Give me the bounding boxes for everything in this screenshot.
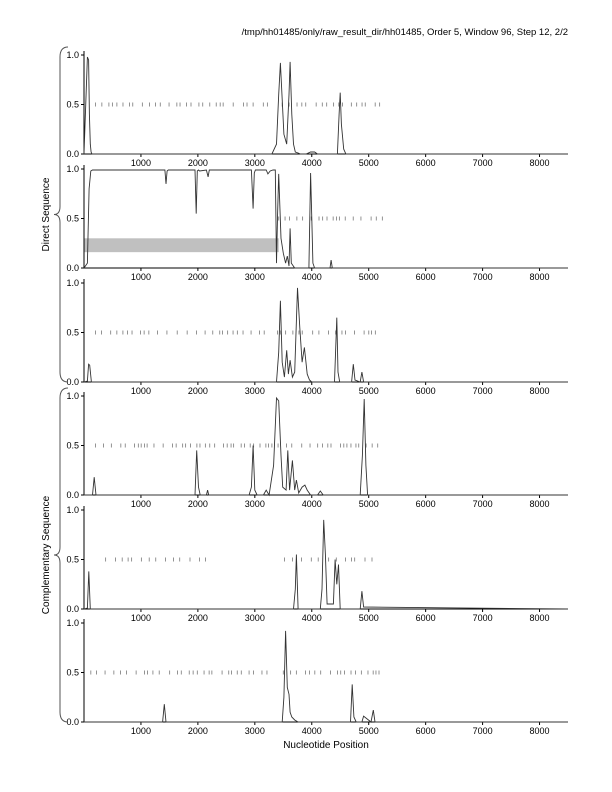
- panel-3: 0.0 0.5 1.0 1000 2000 3000 4000 5000 6000 7000 800…: [66, 278, 568, 396]
- panel-2: 0.0 0.5 1.0 1000 2000 3000 4000 5000 6000 7000 800…: [66, 164, 568, 282]
- series-line-1: [84, 396, 568, 497]
- x-tick-label: 7000: [473, 386, 493, 396]
- y-tick-label: 0.5: [66, 668, 79, 678]
- x-tick-label: 4000: [302, 499, 322, 509]
- x-tick-label: 2000: [188, 386, 208, 396]
- x-tick-label: 2000: [188, 726, 208, 736]
- y-tick-label: 0.0: [66, 377, 79, 387]
- group-brace: [53, 387, 69, 723]
- figure-header: /tmp/hh01485/only/raw_result_dir/hh01485…: [241, 27, 568, 38]
- x-tick-label: 3000: [245, 386, 265, 396]
- x-tick-label: 1000: [131, 386, 151, 396]
- y-tick-label: 0.0: [66, 263, 79, 273]
- x-tick-label: 4000: [302, 386, 322, 396]
- y-tick-label: 0.0: [66, 604, 79, 614]
- series-line-1: [83, 519, 569, 610]
- x-tick-label: 8000: [530, 158, 550, 168]
- x-tick-label: 4000: [302, 726, 322, 736]
- x-tick-label: 2000: [188, 158, 208, 168]
- series-line-1: [83, 56, 568, 155]
- x-tick-label: 5000: [359, 613, 379, 623]
- x-tick-label: 2000: [188, 272, 208, 282]
- x-tick-label: 6000: [416, 613, 436, 623]
- y-tick-label: 0.5: [66, 214, 79, 224]
- x-tick-label: 3000: [245, 726, 265, 736]
- y-tick-label: 0.5: [66, 100, 79, 110]
- x-tick-label: 5000: [359, 272, 379, 282]
- x-tick-label: 1000: [131, 726, 151, 736]
- series-line-1: [84, 630, 568, 723]
- series-line-1: [83, 169, 568, 269]
- y-tick-label: 0.0: [66, 490, 79, 500]
- x-tick-label: 1000: [131, 158, 151, 168]
- x-tick-label: 2000: [188, 613, 208, 623]
- x-tick-label: 4000: [302, 272, 322, 282]
- x-tick-label: 4000: [302, 158, 322, 168]
- x-tick-label: 3000: [245, 499, 265, 509]
- series-line-1: [83, 287, 568, 383]
- x-tick-label: 7000: [473, 613, 493, 623]
- x-tick-label: 6000: [416, 272, 436, 282]
- x-tick-label: 6000: [416, 499, 436, 509]
- y-tick-label: 1.0: [66, 164, 79, 174]
- x-tick-label: 7000: [473, 499, 493, 509]
- x-tick-label: 6000: [416, 158, 436, 168]
- x-tick-label: 5000: [359, 726, 379, 736]
- y-tick-label: 0.5: [66, 441, 79, 451]
- x-tick-label: 8000: [530, 613, 550, 623]
- x-tick-label: 5000: [359, 158, 379, 168]
- x-tick-label: 3000: [245, 613, 265, 623]
- panel-4: 0.0 0.5 1.0 1000 2000 3000 4000 5000 6000 7000 800…: [66, 391, 568, 509]
- y-tick-label: 1.0: [66, 618, 79, 628]
- y-tick-label: 1.0: [66, 50, 79, 60]
- y-tick-label: 1.0: [66, 391, 79, 401]
- x-tick-label: 4000: [302, 613, 322, 623]
- x-axis-title: Nucleotide Position: [283, 740, 369, 751]
- x-tick-label: 8000: [530, 386, 550, 396]
- x-tick-label: 7000: [473, 272, 493, 282]
- x-tick-label: 2000: [188, 499, 208, 509]
- x-tick-label: 1000: [131, 272, 151, 282]
- y-tick-label: 0.0: [66, 149, 79, 159]
- panel-5: 0.0 0.5 1.0 1000 2000 3000 4000 5000 6000 7000 800…: [66, 505, 569, 623]
- y-tick-label: 1.0: [66, 278, 79, 288]
- y-tick-label: 1.0: [66, 505, 79, 515]
- x-tick-label: 8000: [530, 499, 550, 509]
- x-tick-label: 8000: [530, 272, 550, 282]
- x-tick-label: 5000: [359, 386, 379, 396]
- x-tick-label: 7000: [473, 158, 493, 168]
- y-tick-label: 0.5: [66, 555, 79, 565]
- x-tick-label: 6000: [416, 726, 436, 736]
- highlight-band: [84, 238, 279, 253]
- group-label: Direct Sequence: [41, 177, 52, 251]
- group-brace: [53, 46, 69, 383]
- x-tick-label: 3000: [245, 158, 265, 168]
- x-tick-label: 1000: [131, 499, 151, 509]
- y-tick-label: 0.0: [66, 717, 79, 727]
- x-tick-label: 7000: [473, 726, 493, 736]
- x-tick-label: 8000: [530, 726, 550, 736]
- x-tick-label: 1000: [131, 613, 151, 623]
- panel-1: 0.0 0.5 1.0 1000 2000 3000 4000 5000 6000 7000 800…: [66, 50, 568, 168]
- y-tick-label: 0.5: [66, 328, 79, 338]
- x-tick-label: 6000: [416, 386, 436, 396]
- x-tick-label: 3000: [245, 272, 265, 282]
- group-label: Complementary Sequence: [41, 495, 52, 614]
- panel-6: 0.0 0.5 1.0 1000 2000 3000 4000 5000 6000 7000 800…: [66, 618, 568, 736]
- x-tick-label: 5000: [359, 499, 379, 509]
